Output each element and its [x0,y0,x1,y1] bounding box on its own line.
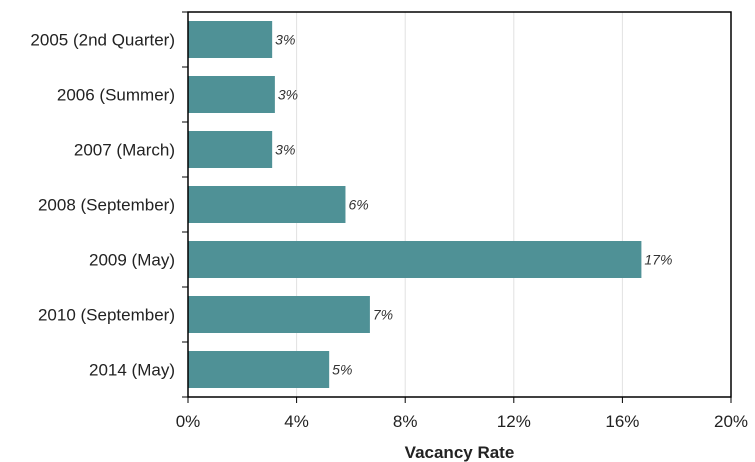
category-label: 2005 (2nd Quarter) [30,31,175,50]
x-tick-label: 16% [605,412,639,431]
x-axis-ticks: 0% 4% 8% 12% 16% 20% [176,397,748,431]
bar-data-label: 7% [373,307,393,323]
bar [188,21,273,58]
bar [188,131,273,168]
category-label: 2006 (Summer) [57,86,175,105]
bar-data-label: 6% [348,197,368,213]
category-label: 2009 (May) [89,251,175,270]
bar-data-label: 3% [278,87,298,103]
x-tick-label: 12% [497,412,531,431]
plot-frame [187,11,732,398]
category-label: 2008 (September) [38,196,175,215]
bars: 3% 3% 3% 6% 17% 7% 5% [188,21,672,388]
bar-data-label: 17% [644,252,672,268]
x-tick-label: 8% [393,412,418,431]
category-label: 2007 (March) [74,141,175,160]
bar [188,296,370,333]
category-label: 2014 (May) [89,361,175,380]
bar-data-label: 3% [275,32,295,48]
x-tick-label: 0% [176,412,201,431]
bar [188,241,642,278]
bar-data-label: 3% [275,142,295,158]
bar-data-label: 5% [332,362,352,378]
x-tick-label: 20% [714,412,748,431]
bar [188,76,275,113]
category-label: 2010 (September) [38,306,175,325]
bar [188,186,346,223]
x-tick-label: 4% [284,412,309,431]
x-axis-title: Vacancy Rate [405,443,515,462]
y-axis-ticks: 2005 (2nd Quarter) 2006 (Summer) 2007 (Mar… [30,11,188,398]
bar [188,351,330,388]
